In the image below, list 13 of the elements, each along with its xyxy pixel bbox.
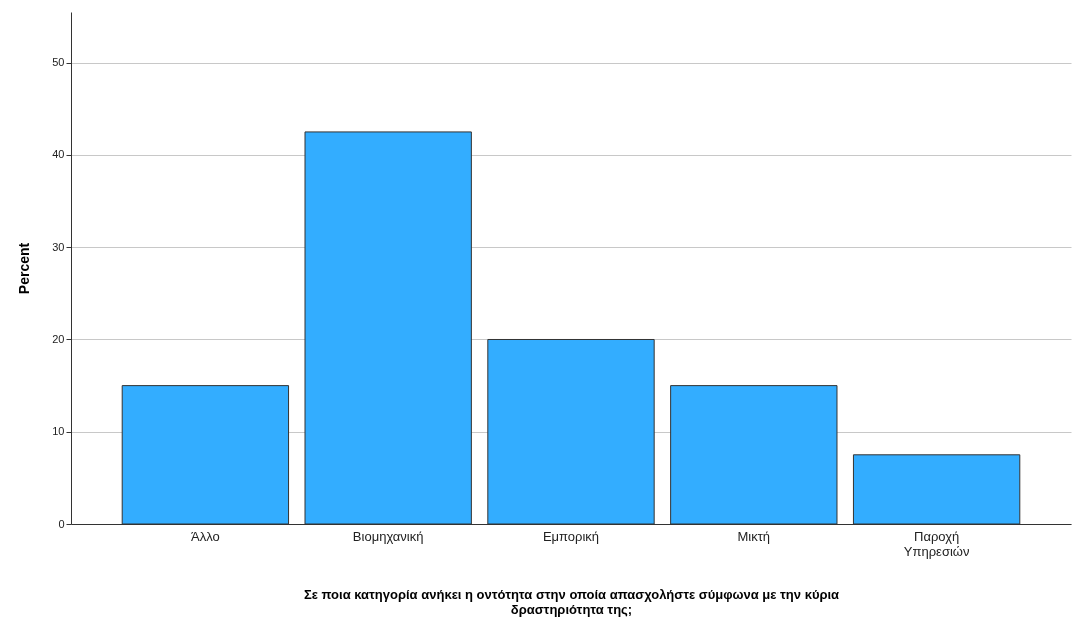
x-tick-label: Βιομηχανική bbox=[352, 528, 424, 544]
y-axis-title: Percent bbox=[16, 242, 33, 295]
x-axis-title: Σε ποια κατηγορία ανήκει η οντότητα στην οποία απασχολήστε σύμφωνα με την κύρια δραστηριότητα της; bbox=[303, 586, 840, 617]
y-tick-label: 20 bbox=[52, 333, 65, 345]
y-tick-label: 10 bbox=[52, 425, 65, 438]
x-tick-label: Εμπορική bbox=[542, 528, 600, 544]
y-tick-label: 0 bbox=[58, 517, 65, 530]
x-tick-label: Άλλο bbox=[191, 528, 220, 544]
x-tick-label: Μικτή bbox=[737, 528, 771, 544]
y-tick-label: 30 bbox=[52, 240, 65, 253]
x-tick-label: Παροχή Υπηρεσιών bbox=[903, 528, 970, 559]
y-tick-label: 40 bbox=[52, 148, 65, 161]
y-tick-label: 50 bbox=[52, 56, 65, 69]
